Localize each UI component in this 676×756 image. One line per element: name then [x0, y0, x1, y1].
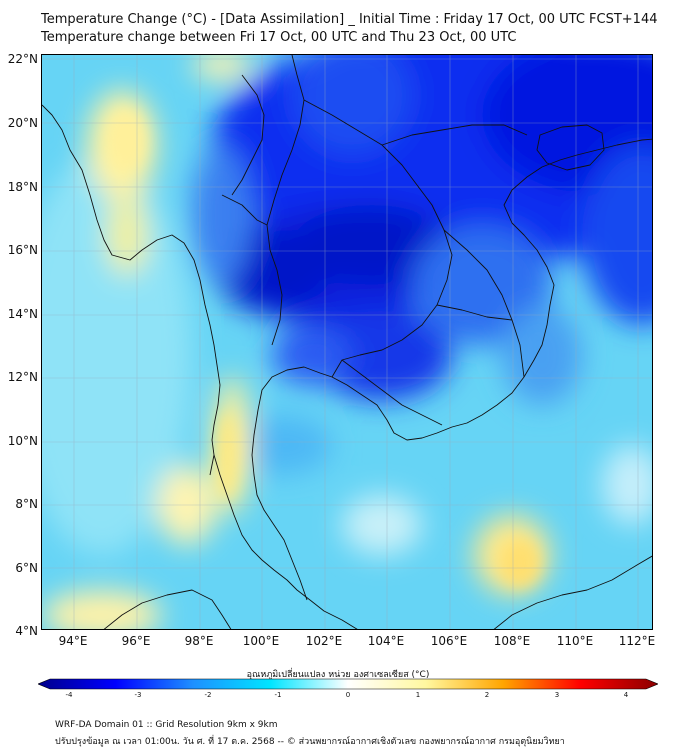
colorbar-tick: -2 — [204, 691, 212, 699]
lon-label-98e: 98°E — [184, 634, 214, 648]
colorbar-tick: 3 — [554, 691, 560, 699]
lat-label-10n: 10°N — [7, 434, 38, 448]
lon-label-96e: 96°E — [121, 634, 151, 648]
colorbar-tick: -3 — [134, 691, 142, 699]
colorbar-tick: 0 — [345, 691, 351, 699]
lon-label-104e: 104°E — [367, 634, 405, 648]
map-subtitle: Temperature change between Fri 17 Oct, 0… — [41, 30, 517, 45]
colorbar-tick: -1 — [274, 691, 282, 699]
lon-label-106e: 106°E — [430, 634, 468, 648]
lat-label-4n: 4°N — [15, 624, 38, 638]
lon-label-100e: 100°E — [242, 634, 280, 648]
lon-label-102e: 102°E — [305, 634, 343, 648]
footer-credit: ปรับปรุงข้อมูล ณ เวลา 01:00น. วัน ศ. ที่… — [55, 737, 565, 747]
lat-label-18n: 18°N — [7, 180, 38, 194]
lat-label-22n: 22°N — [7, 52, 38, 66]
lon-label-110e: 110°E — [556, 634, 594, 648]
lon-label-108e: 108°E — [493, 634, 531, 648]
footer-domain-info: WRF-DA Domain 01 :: Grid Resolution 9km … — [55, 720, 278, 730]
lat-label-16n: 16°N — [7, 243, 38, 257]
lat-label-6n: 6°N — [15, 561, 38, 575]
colorbar-tick: -4 — [65, 691, 73, 699]
lon-label-94e: 94°E — [58, 634, 88, 648]
lat-label-8n: 8°N — [15, 497, 38, 511]
colorbar-tick: 4 — [623, 691, 629, 699]
lat-label-12n: 12°N — [7, 370, 38, 384]
map-field — [42, 55, 652, 629]
temperature-change-map — [41, 54, 653, 630]
colorbar-title: อุณหภูมิเปลี่ยนแปลง หน่วย องศาเซลเซียส (… — [246, 670, 430, 680]
map-title: Temperature Change (°C) - [Data Assimila… — [41, 12, 658, 27]
colorbar-tick: 1 — [415, 691, 421, 699]
colorbar — [38, 678, 658, 690]
colorbar-tick: 2 — [484, 691, 490, 699]
lat-label-20n: 20°N — [7, 116, 38, 130]
lon-label-112e: 112°E — [618, 634, 656, 648]
lat-label-14n: 14°N — [7, 307, 38, 321]
